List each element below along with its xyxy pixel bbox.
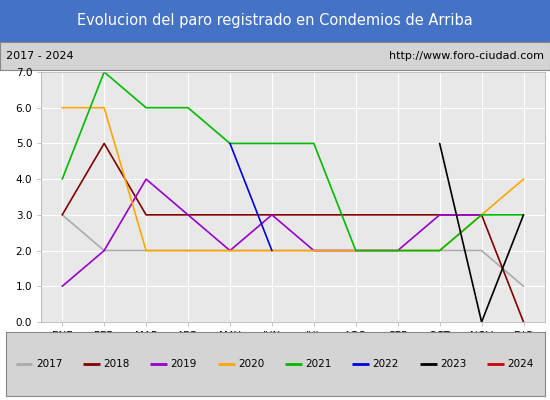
Text: Evolucion del paro registrado en Condemios de Arriba: Evolucion del paro registrado en Condemi…: [77, 14, 473, 28]
Text: 2017: 2017: [36, 359, 62, 369]
Text: 2022: 2022: [373, 359, 399, 369]
Text: 2021: 2021: [305, 359, 332, 369]
Text: 2024: 2024: [508, 359, 534, 369]
Text: http://www.foro-ciudad.com: http://www.foro-ciudad.com: [389, 51, 544, 61]
Text: 2019: 2019: [170, 359, 197, 369]
Text: 2023: 2023: [440, 359, 466, 369]
Text: 2020: 2020: [238, 359, 264, 369]
Text: 2018: 2018: [103, 359, 130, 369]
Text: 2017 - 2024: 2017 - 2024: [6, 51, 73, 61]
